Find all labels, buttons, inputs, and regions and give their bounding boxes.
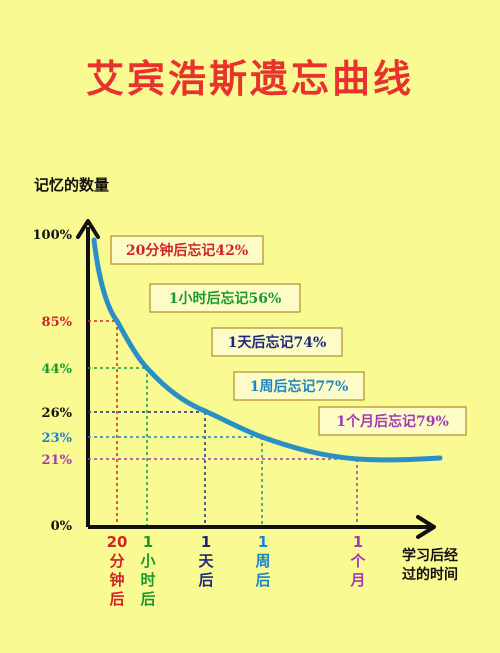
x-tick-label: 1	[143, 533, 153, 551]
x-axis-arrow	[416, 515, 436, 539]
forgetting-curve-line	[91, 237, 443, 463]
x-tick-label: 20	[107, 533, 128, 551]
y-axis-label: 记忆的数量	[34, 176, 109, 194]
x-tick-label: 1	[258, 533, 268, 551]
x-tick-label: 后	[140, 590, 155, 608]
y-tick-label: 85%	[42, 315, 73, 330]
y-tick-label: 44%	[42, 362, 73, 377]
x-axis-label: 学习后经	[402, 547, 458, 564]
x-tick-label: 时	[140, 571, 155, 589]
chart-title: 艾宾浩斯遗忘曲线	[85, 57, 414, 101]
annotation-box	[211, 327, 343, 357]
x-tick-label: 分	[109, 552, 124, 570]
annotation-label: 1周后忘记77%	[250, 378, 349, 395]
y-tick-label: 21%	[42, 453, 73, 468]
x-tick-label: 小	[140, 552, 155, 570]
x-tick-label: 月	[349, 571, 365, 589]
x-tick-label: 1	[201, 533, 211, 551]
y-tick-label: 26%	[42, 406, 73, 421]
y-tick-label: 100%	[33, 228, 73, 243]
x-tick-label: 天	[198, 552, 214, 570]
x-tick-label: 后	[198, 571, 213, 589]
annotation-box	[149, 283, 301, 313]
annotation-box	[233, 371, 365, 401]
x-tick-label: 1	[353, 533, 363, 551]
x-tick-label: 钟	[109, 571, 124, 589]
y-tick-label: 0%	[51, 519, 73, 534]
annotation-box	[110, 235, 264, 265]
y-tick-label: 23%	[42, 431, 73, 446]
x-tick-label: 后	[109, 590, 124, 608]
x-tick-label: 后	[255, 571, 270, 589]
x-tick-label: 周	[255, 552, 270, 570]
x-axis-label: 过的时间	[402, 566, 458, 583]
annotation-box	[318, 406, 467, 436]
annotation-label: 1天后忘记74%	[228, 334, 327, 351]
annotation-label: 20分钟后忘记42%	[126, 242, 248, 259]
y-axis-arrow	[76, 219, 100, 239]
annotation-label: 1个月后忘记79%	[336, 413, 449, 430]
annotation-label: 1小时后忘记56%	[169, 290, 282, 307]
x-tick-label: 个	[349, 552, 366, 570]
